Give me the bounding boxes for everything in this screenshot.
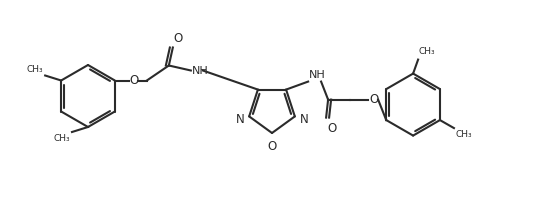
Text: O: O — [130, 74, 139, 87]
Text: O: O — [267, 140, 277, 153]
Text: O: O — [327, 122, 336, 135]
Text: CH₃: CH₃ — [456, 130, 473, 139]
Text: O: O — [369, 93, 379, 106]
Text: CH₃: CH₃ — [418, 47, 435, 55]
Text: NH: NH — [309, 70, 326, 80]
Text: CH₃: CH₃ — [26, 64, 43, 73]
Text: O: O — [174, 31, 183, 44]
Text: N: N — [235, 113, 244, 126]
Text: CH₃: CH₃ — [54, 134, 70, 143]
Text: N: N — [300, 113, 309, 126]
Text: NH: NH — [192, 65, 208, 75]
